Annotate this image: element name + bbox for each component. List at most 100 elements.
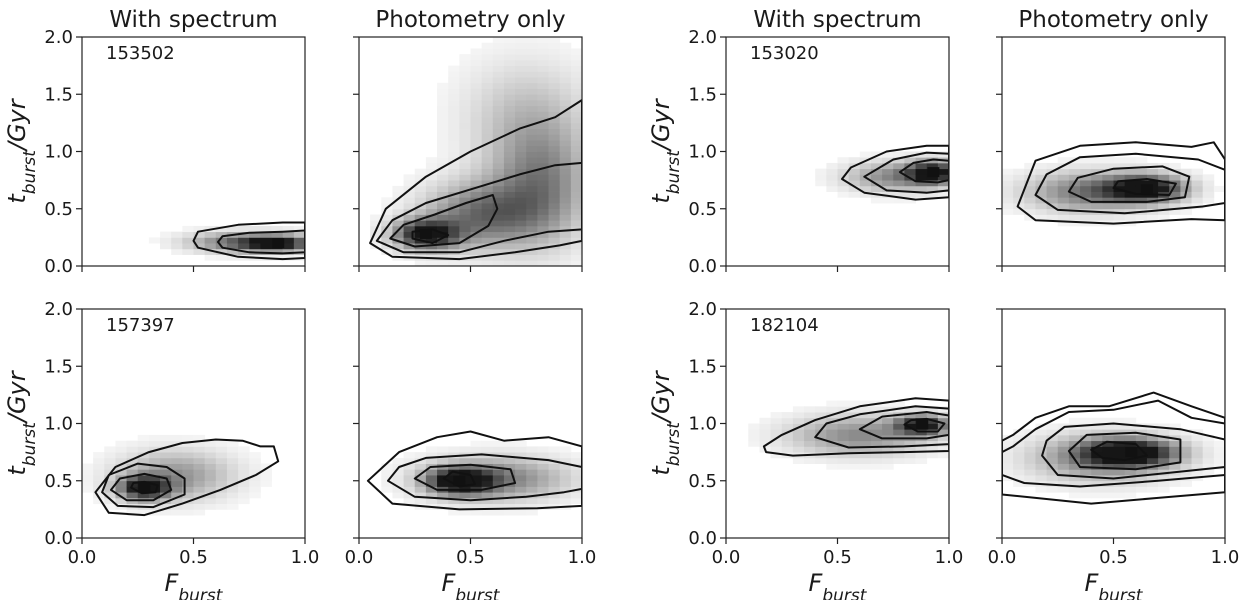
density-cell (1158, 423, 1170, 430)
panel-title: Photometry only (1018, 7, 1208, 33)
density-cell (915, 457, 928, 464)
density-cell (1180, 446, 1192, 453)
density-cell (537, 71, 549, 78)
density-cell (459, 197, 471, 204)
density-heatmap (748, 400, 949, 470)
density-cell (826, 457, 838, 464)
density-cell (160, 509, 172, 516)
density-cell (193, 469, 206, 476)
density-cell (537, 220, 549, 227)
density-cell (437, 480, 449, 487)
density-cell (548, 77, 561, 84)
density-cell (926, 180, 939, 187)
density-cell (781, 446, 794, 453)
density-cell (526, 260, 538, 266)
density-cell (548, 254, 561, 261)
density-cell (1057, 191, 1070, 198)
density-cell (481, 42, 494, 49)
density-cell (1024, 475, 1036, 482)
density-cell (559, 237, 572, 244)
density-cell (1002, 457, 1014, 464)
density-cell (1024, 440, 1036, 447)
density-cell (1113, 174, 1126, 181)
density-cell (481, 174, 494, 181)
density-cell (570, 185, 582, 192)
density-cell (271, 231, 284, 238)
density-cell (515, 105, 527, 112)
density-cell (859, 400, 872, 407)
density-cell (1102, 417, 1114, 424)
density-cell (238, 486, 250, 493)
density-cell (893, 191, 905, 198)
density-cell (1013, 469, 1025, 476)
y-tick-label: 1.0 (688, 142, 717, 163)
density-cell (526, 220, 538, 227)
contour-line (903, 417, 946, 433)
density-cell (893, 446, 905, 453)
density-cell (1068, 452, 1081, 459)
density-cell (1013, 452, 1025, 459)
density-cell (403, 191, 416, 198)
density-cell (1102, 469, 1114, 476)
density-cell (937, 162, 949, 170)
density-cell (859, 185, 872, 192)
density-cell (882, 417, 894, 424)
density-cell (459, 225, 471, 233)
density-cell (1158, 452, 1170, 459)
density-cell (282, 243, 295, 250)
density-cell (1013, 463, 1025, 470)
density-cell (459, 492, 471, 499)
density-cell (226, 446, 239, 453)
density-cell (526, 77, 538, 84)
density-cell (437, 185, 449, 192)
density-cell (448, 203, 460, 210)
density-cell (570, 260, 582, 266)
density-cell (392, 480, 404, 487)
density-cell (470, 260, 483, 266)
density-cell (559, 82, 572, 89)
density-cell (492, 140, 505, 147)
density-cell (904, 429, 916, 436)
density-cell (171, 509, 183, 516)
density-cell (403, 225, 416, 233)
density-cell (515, 463, 527, 470)
density-cell (570, 157, 582, 164)
density-cell (481, 225, 494, 233)
density-cell (559, 260, 572, 266)
density-cell (1080, 434, 1092, 442)
density-cell (515, 254, 527, 261)
density-cell (537, 180, 549, 187)
peak-marker (453, 475, 466, 486)
density-cell (526, 82, 538, 89)
density-cell (515, 486, 527, 493)
density-cell (492, 157, 505, 164)
density-cell (126, 452, 139, 459)
density-cell (238, 480, 250, 487)
density-cell (238, 237, 250, 244)
density-cell (515, 225, 527, 233)
density-cell (437, 452, 449, 459)
density-cell (104, 446, 116, 453)
x-tick-label: 0.0 (988, 547, 1017, 568)
density-cell (1213, 446, 1225, 453)
density-cell (414, 168, 427, 175)
density-cell (848, 429, 861, 436)
density-cell (370, 214, 382, 221)
density-cell (481, 185, 494, 192)
density-cell (548, 37, 561, 44)
density-cell (204, 452, 217, 459)
density-cell (182, 237, 194, 244)
density-cell (537, 225, 549, 233)
density-cell (470, 77, 483, 84)
density-cell (492, 185, 505, 192)
density-cell (1013, 480, 1025, 487)
density-cell (893, 417, 905, 424)
density-cell (93, 452, 105, 459)
density-cell (526, 128, 538, 135)
density-cell (1124, 434, 1137, 442)
density-cell (448, 111, 460, 118)
density-cell (1135, 457, 1148, 464)
density-cell (448, 128, 460, 135)
density-cell (425, 180, 438, 187)
density-cell (481, 111, 494, 118)
